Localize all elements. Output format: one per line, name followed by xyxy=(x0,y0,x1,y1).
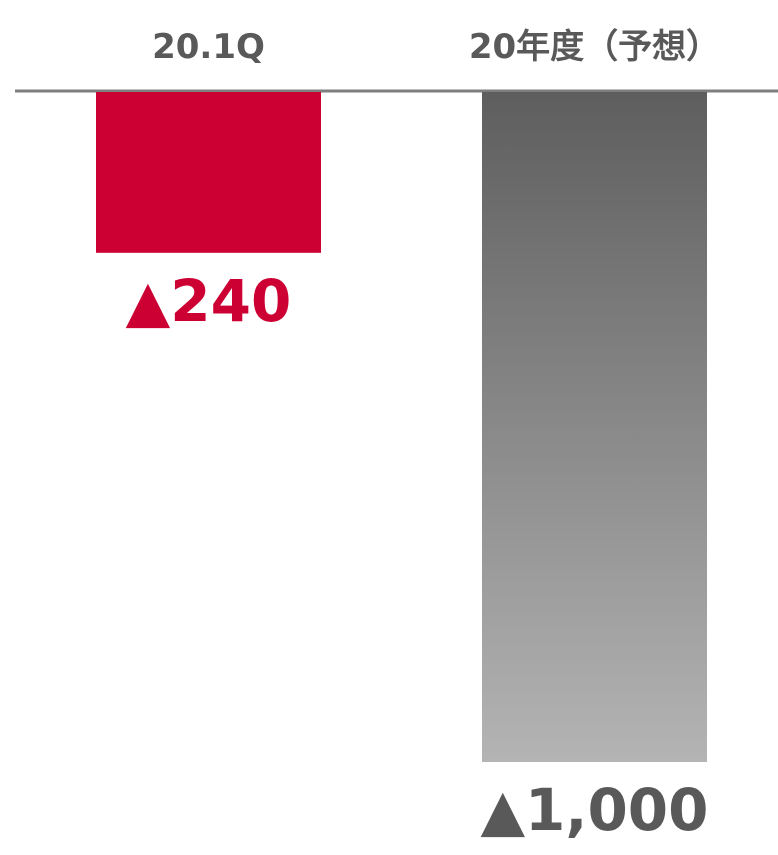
bar-1 xyxy=(96,92,321,253)
value-label-1: ▲240 xyxy=(126,267,292,335)
bar-2 xyxy=(482,92,707,762)
labels-layer: 20.1Q ▲240 20年度（予想） ▲1,000 xyxy=(126,27,721,844)
category-label-1: 20.1Q xyxy=(152,27,265,67)
value-label-2: ▲1,000 xyxy=(480,776,708,844)
bars-layer xyxy=(96,92,707,762)
category-label-2: 20年度（予想） xyxy=(469,27,720,67)
